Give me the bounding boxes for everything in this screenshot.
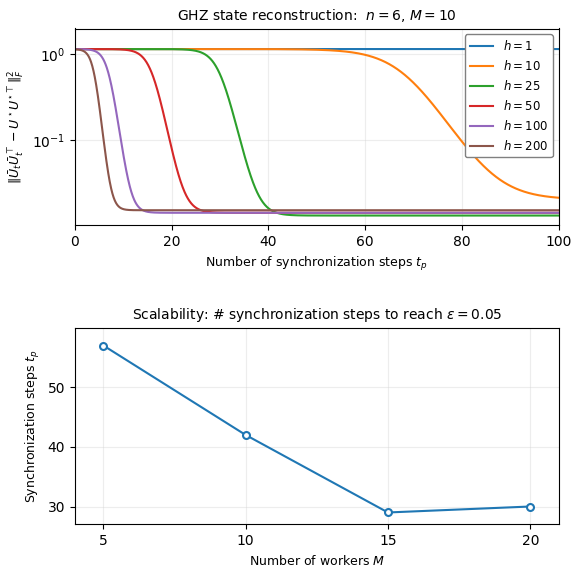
- $h = 100$: [541, 209, 548, 216]
- $h = 25$: [553, 212, 560, 219]
- $h = 50$: [541, 209, 548, 216]
- $h = 25$: [71, 46, 78, 52]
- $h = 1$: [452, 46, 459, 52]
- $h = 200$: [307, 207, 314, 214]
- $h = 10$: [96, 46, 103, 52]
- $h = 25$: [452, 212, 459, 219]
- $h = 200$: [246, 207, 253, 214]
- $h = 200$: [453, 207, 460, 214]
- $h = 200$: [541, 207, 548, 214]
- $h = 1$: [294, 46, 301, 52]
- $h = 50$: [306, 209, 313, 216]
- Line: $h = 25$: $h = 25$: [75, 49, 559, 215]
- $h = 10$: [555, 194, 562, 201]
- $h = 25$: [541, 212, 548, 219]
- $h = 1$: [541, 46, 548, 52]
- $h = 1$: [306, 46, 313, 52]
- $h = 200$: [71, 46, 78, 52]
- $h = 10$: [452, 131, 459, 137]
- $h = 10$: [541, 193, 548, 200]
- $h = 25$: [555, 212, 562, 219]
- $h = 50$: [453, 209, 460, 216]
- $h = 100$: [453, 209, 460, 216]
- $h = 10$: [294, 46, 301, 53]
- Line: $h = 50$: $h = 50$: [75, 49, 559, 213]
- $h = 50$: [71, 46, 78, 52]
- Title: GHZ state reconstruction:  $n = 6$, $M = 10$: GHZ state reconstruction: $n = 6$, $M = …: [177, 7, 457, 24]
- Line: $h = 10$: $h = 10$: [75, 49, 559, 198]
- X-axis label: Number of workers $M$: Number of workers $M$: [249, 553, 385, 568]
- X-axis label: Number of synchronization steps $t_p$: Number of synchronization steps $t_p$: [206, 255, 428, 272]
- $h = 10$: [306, 46, 313, 53]
- $h = 25$: [96, 46, 103, 52]
- $h = 10$: [71, 46, 78, 52]
- Legend: $h = 1$, $h = 10$, $h = 25$, $h = 50$, $h = 100$, $h = 200$: $h = 1$, $h = 10$, $h = 25$, $h = 50$, $…: [465, 34, 553, 157]
- $h = 1$: [96, 46, 103, 52]
- $h = 25$: [294, 212, 301, 219]
- $h = 200$: [294, 207, 301, 214]
- $h = 100$: [307, 209, 314, 216]
- $h = 1$: [541, 46, 548, 52]
- Y-axis label: $\|\bar{U}_t \bar{U}_t^\top - U^\star U^{\star\top}\|_F^2$: $\|\bar{U}_t \bar{U}_t^\top - U^\star U^…: [7, 70, 26, 184]
- $h = 50$: [96, 46, 103, 52]
- $h = 100$: [306, 209, 313, 216]
- $h = 100$: [541, 209, 548, 216]
- $h = 100$: [71, 46, 78, 52]
- $h = 50$: [541, 209, 548, 216]
- $h = 200$: [541, 207, 548, 214]
- $h = 100$: [96, 51, 103, 58]
- Y-axis label: Synchronization steps $t_p$: Synchronization steps $t_p$: [24, 349, 42, 503]
- $h = 25$: [306, 212, 313, 219]
- $h = 1$: [555, 46, 562, 52]
- $h = 25$: [541, 212, 548, 219]
- $h = 100$: [555, 209, 562, 216]
- $h = 50$: [437, 209, 444, 216]
- $h = 100$: [294, 209, 301, 216]
- $h = 50$: [294, 209, 301, 216]
- $h = 1$: [71, 46, 78, 52]
- Line: $h = 100$: $h = 100$: [75, 49, 559, 213]
- $h = 50$: [555, 209, 562, 216]
- Title: Scalability: $\#$ synchronization steps to reach $\varepsilon = 0.05$: Scalability: $\#$ synchronization steps …: [131, 306, 502, 324]
- $h = 200$: [555, 207, 562, 214]
- $h = 10$: [541, 193, 548, 200]
- Line: $h = 200$: $h = 200$: [75, 49, 559, 210]
- $h = 200$: [96, 105, 103, 112]
